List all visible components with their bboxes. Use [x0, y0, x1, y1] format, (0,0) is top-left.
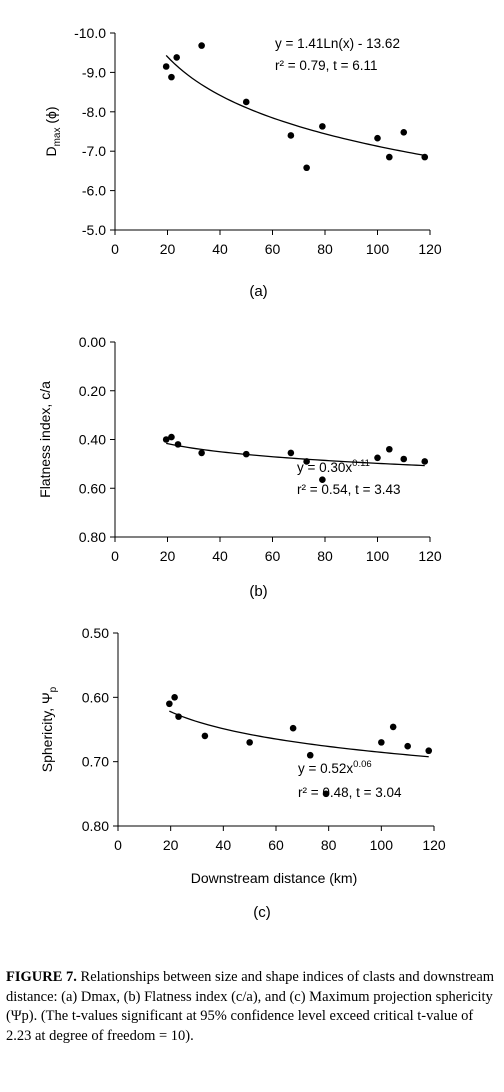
data-point: [168, 73, 175, 81]
chart-panel-1: 0 20 40 60 80 100 120 -10.0 -9.0 -8.0 -7.0 -6.0 -5.0…: [43, 25, 442, 300]
data-point: [389, 723, 397, 731]
data-point: [198, 42, 205, 49]
trend-stats: r² = 0.48, t = 3.04: [298, 785, 402, 800]
x-tick-label: 0: [114, 837, 122, 853]
x-tick-label: 40: [216, 837, 232, 853]
x-tick-label: 120: [418, 548, 442, 564]
x-tick-label: 60: [265, 241, 281, 257]
data-point: [171, 694, 178, 701]
trendline: [165, 54, 425, 157]
panel-label: (c): [253, 904, 271, 921]
y-axis-label: Flatness index, c/a: [37, 381, 53, 498]
data-point: [421, 153, 429, 161]
data-point: [425, 747, 433, 755]
data-point: [242, 98, 250, 106]
data-point: [386, 153, 393, 161]
data-point: [378, 739, 385, 746]
y-tick-label: 0.60: [82, 689, 109, 705]
y-tick-label: -8.0: [82, 104, 106, 120]
trend-stats: r² = 0.79, t = 6.11: [275, 58, 378, 73]
panel-label: (a): [249, 283, 267, 300]
x-tick-label: 40: [212, 241, 228, 257]
data-point: [201, 732, 209, 740]
data-point: [166, 700, 173, 708]
figure-caption: FIGURE 7. Relationships between size and…: [6, 968, 498, 1046]
x-tick-label: 100: [366, 548, 390, 564]
data-point: [162, 63, 170, 70]
x-axis-label: Downstream distance (km): [191, 870, 358, 886]
x-tick-label: 80: [321, 837, 337, 853]
caption-label: FIGURE 7.: [6, 969, 77, 985]
y-tick-label: 0.80: [82, 818, 109, 834]
data-point: [173, 54, 180, 61]
x-tick-label: 120: [422, 837, 446, 853]
data-point: [322, 790, 330, 798]
y-tick-label: -7.0: [82, 143, 106, 159]
data-point: [289, 724, 297, 732]
data-point: [174, 441, 182, 448]
data-point: [374, 134, 381, 142]
panel-label: (b): [249, 583, 267, 600]
x-tick-label: 0: [111, 241, 119, 257]
data-point: [306, 751, 314, 759]
y-tick-label: 0.00: [79, 334, 106, 350]
x-tick-label: 0: [111, 548, 119, 564]
chart-panel-3: 0 20 40 60 80 100 120 0.50 0.60 0.70 0.80 Sphericit…: [39, 625, 446, 921]
x-tick-label: 120: [418, 241, 442, 257]
y-axis-label: Dmax (ϕ): [43, 106, 63, 156]
x-tick-label: 20: [163, 837, 179, 853]
data-point: [404, 742, 411, 750]
y-tick-label: -9.0: [82, 64, 106, 80]
data-point: [319, 123, 326, 130]
y-tick-label: -5.0: [82, 222, 106, 238]
y-tick-label: 0.40: [79, 432, 106, 448]
trend-equation: y = 0.52x0.06: [298, 759, 372, 776]
y-tick-label: -6.0: [82, 183, 106, 199]
trend-stats: r² = 0.54, t = 3.43: [297, 482, 401, 497]
x-tick-label: 40: [212, 548, 228, 564]
data-point: [246, 739, 253, 746]
data-point: [287, 449, 295, 457]
data-point: [374, 454, 381, 462]
x-tick-label: 100: [370, 837, 394, 853]
data-point: [319, 476, 326, 484]
data-point: [421, 458, 429, 465]
data-point: [303, 164, 310, 172]
trend-equation: y = 1.41Ln(x) - 13.62: [275, 36, 400, 51]
x-tick-label: 20: [160, 241, 176, 257]
x-tick-label: 80: [317, 241, 333, 257]
data-point: [242, 450, 250, 458]
data-point: [168, 433, 175, 441]
y-tick-label: 0.20: [79, 383, 106, 399]
x-tick-label: 80: [317, 548, 333, 564]
y-tick-label: 0.70: [82, 754, 109, 770]
y-axis-label: Sphericity, Ψp: [39, 686, 59, 772]
trendline: [169, 710, 429, 758]
chart-panel-2: 0 20 40 60 80 100 120 0.00 0.20 0.40 0.60 0.80 Flatn…: [37, 334, 442, 600]
x-tick-label: 60: [265, 548, 281, 564]
y-tick-label: -10.0: [74, 25, 106, 41]
trend-equation: y = 0.30x0.11: [297, 458, 370, 475]
data-point: [198, 449, 205, 457]
y-tick-label: 0.60: [79, 480, 106, 496]
caption-text: Relationships between size and shape ind…: [6, 969, 495, 1044]
data-point: [162, 436, 170, 443]
trendline: [166, 442, 425, 467]
data-point: [386, 445, 393, 453]
x-tick-label: 20: [160, 548, 176, 564]
data-point: [175, 713, 182, 720]
data-point: [400, 455, 408, 463]
data-point: [287, 132, 295, 139]
x-tick-label: 100: [366, 241, 390, 257]
x-tick-label: 60: [268, 837, 284, 853]
y-tick-label: 0.80: [79, 529, 106, 545]
data-point: [303, 458, 310, 465]
y-tick-label: 0.50: [82, 625, 109, 641]
data-point: [400, 128, 408, 136]
